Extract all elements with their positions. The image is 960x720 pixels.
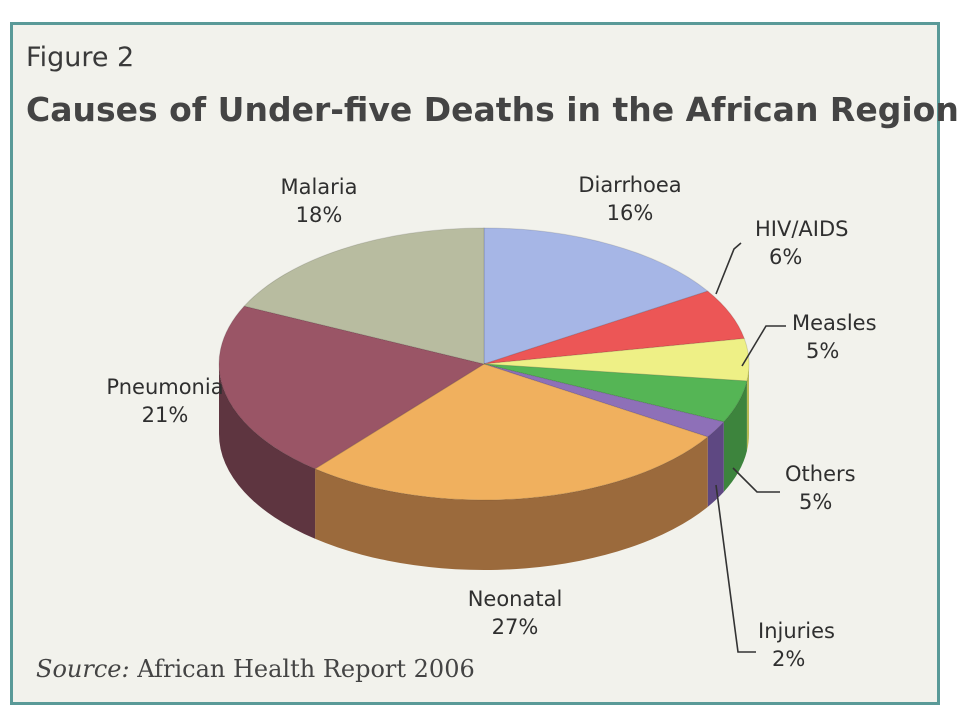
label-name-hiv-aids: HIV/AIDS bbox=[755, 217, 849, 241]
label-value-injuries: 2% bbox=[772, 647, 805, 671]
slice-neonatal bbox=[313, 363, 709, 501]
label-name-injuries: Injuries bbox=[758, 619, 835, 643]
slice-side-measles bbox=[746, 364, 749, 452]
pie-slices bbox=[218, 227, 750, 501]
slice-others bbox=[483, 363, 748, 423]
slice-diarrhoea bbox=[483, 227, 709, 365]
slice-side-injuries bbox=[707, 421, 724, 507]
slice-malaria bbox=[243, 227, 485, 365]
leader-injuries bbox=[715, 484, 756, 653]
label-name-pneumonia: Pneumonia bbox=[106, 375, 223, 399]
source-text: African Health Report 2006 bbox=[137, 655, 475, 683]
slice-side-pneumonia bbox=[219, 364, 316, 539]
label-value-neonatal: 27% bbox=[492, 615, 539, 639]
source-note: Source: African Health Report 2006 bbox=[36, 655, 475, 683]
leader-measles bbox=[741, 325, 786, 367]
label-value-measles: 5% bbox=[806, 339, 839, 363]
label-name-diarrhoea: Diarrhoea bbox=[578, 173, 681, 197]
label-value-hiv-aids: 6% bbox=[769, 245, 802, 269]
pie-sides bbox=[219, 364, 749, 570]
label-name-measles: Measles bbox=[792, 311, 877, 335]
slice-injuries bbox=[483, 363, 725, 438]
leader-others bbox=[732, 467, 780, 493]
source-label: Source: bbox=[36, 655, 130, 683]
slice-measles bbox=[483, 337, 750, 382]
label-value-others: 5% bbox=[799, 490, 832, 514]
leader-hiv-aids bbox=[715, 242, 742, 295]
figure-label: Figure 2 bbox=[26, 42, 135, 73]
slice-side-others bbox=[723, 381, 747, 492]
label-name-others: Others bbox=[785, 462, 856, 486]
chart-title: Causes of Under-five Deaths in the Afric… bbox=[26, 90, 959, 129]
slice-pneumonia bbox=[218, 305, 486, 470]
leader-lines bbox=[715, 242, 786, 653]
slice-hiv-aids bbox=[483, 290, 746, 365]
label-name-malaria: Malaria bbox=[280, 175, 357, 199]
label-value-malaria: 18% bbox=[296, 203, 343, 227]
slice-side-neonatal bbox=[315, 436, 708, 570]
label-value-pneumonia: 21% bbox=[142, 403, 189, 427]
label-name-neonatal: Neonatal bbox=[468, 587, 563, 611]
label-value-diarrhoea: 16% bbox=[607, 201, 654, 225]
slice-labels: Diarrhoea 16% HIV/AIDS 6% Measles 5% Others 5% I… bbox=[106, 173, 876, 671]
